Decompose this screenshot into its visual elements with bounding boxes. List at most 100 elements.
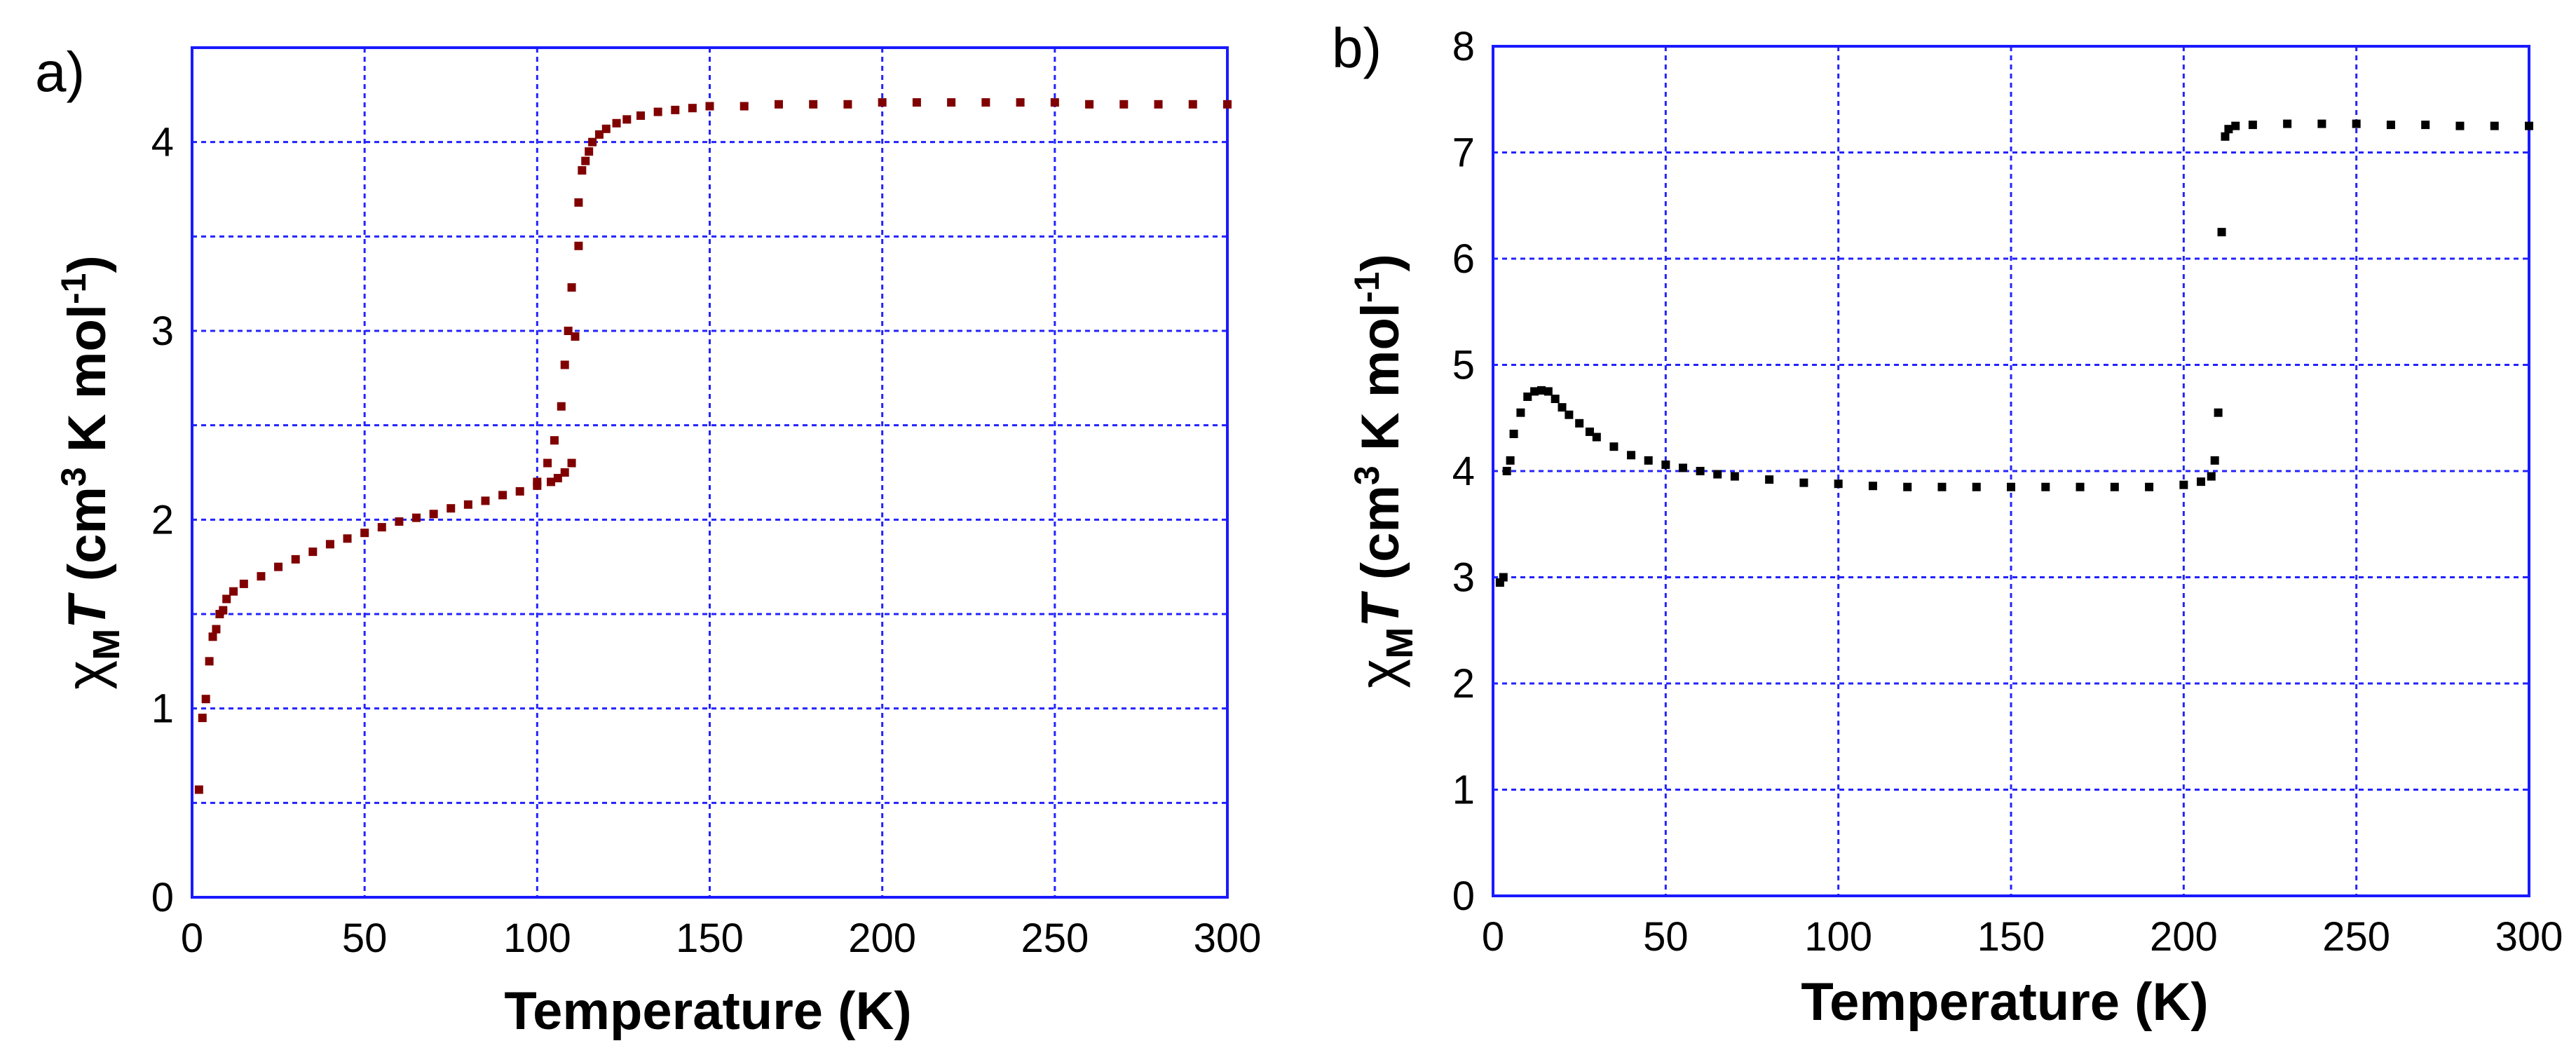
data-point xyxy=(574,198,583,207)
y-title-subscript-m: M xyxy=(1379,627,1421,659)
data-point xyxy=(257,572,266,581)
data-point xyxy=(1937,482,1947,491)
data-point xyxy=(1972,482,1981,491)
data-point xyxy=(543,458,552,468)
data-point xyxy=(2179,480,2188,489)
data-point xyxy=(1696,467,1705,475)
data-point xyxy=(564,327,573,335)
data-point xyxy=(2317,119,2326,128)
y-tick-label: 6 xyxy=(1452,236,1475,282)
data-point xyxy=(1516,408,1525,417)
data-point xyxy=(1565,410,1574,419)
y-title-superscript-3: 3 xyxy=(1347,465,1386,485)
data-point xyxy=(1085,100,1094,109)
data-point xyxy=(212,625,221,634)
data-point xyxy=(981,98,990,107)
y-title-chi: χ xyxy=(1348,659,1410,688)
data-point xyxy=(601,124,611,133)
x-tick-label: 250 xyxy=(1021,915,1089,961)
data-point xyxy=(481,496,490,505)
y-title-unit-kmol: K mol xyxy=(1351,303,1410,465)
data-point xyxy=(2224,125,2233,134)
panel-a-plot-frame xyxy=(191,46,1229,899)
y-title-chi: χ xyxy=(55,660,117,690)
data-point xyxy=(1050,98,1059,107)
data-point xyxy=(194,785,203,794)
panel-a-grid xyxy=(192,48,1227,897)
data-point xyxy=(395,517,404,526)
data-point xyxy=(229,587,238,596)
data-point xyxy=(1154,100,1163,109)
data-point xyxy=(2207,472,2216,481)
data-point xyxy=(588,137,597,147)
y-tick-label: 2 xyxy=(1452,661,1475,707)
data-point xyxy=(2076,482,2085,491)
panel-a-label: a) xyxy=(35,41,85,103)
data-point xyxy=(622,115,632,124)
data-point xyxy=(205,657,214,666)
data-point xyxy=(581,156,590,165)
data-point xyxy=(1536,386,1546,395)
data-point xyxy=(2196,477,2205,486)
x-tick-label: 100 xyxy=(503,915,571,961)
data-point xyxy=(809,100,818,109)
panel-b-x-tick-labels: 0 50 100 150 200 250 300 xyxy=(1482,914,2563,960)
data-point xyxy=(533,477,542,486)
data-point xyxy=(325,540,334,549)
y-tick-label: 4 xyxy=(1452,449,1475,494)
data-point xyxy=(1730,472,1739,481)
data-point xyxy=(1765,475,1774,484)
panel-b-data-points xyxy=(1495,119,2533,587)
data-point xyxy=(360,529,369,538)
data-point xyxy=(1903,482,1912,491)
data-point xyxy=(498,491,507,500)
data-point xyxy=(705,102,714,111)
data-point xyxy=(578,166,587,175)
y-tick-label: 1 xyxy=(151,686,174,732)
data-point xyxy=(1713,470,1722,479)
data-point xyxy=(219,606,228,615)
x-tick-label: 50 xyxy=(1643,914,1689,960)
data-point xyxy=(774,100,783,109)
panel-a-y-axis-title: χMT (cm3 K mol-1) xyxy=(54,255,128,690)
data-point xyxy=(567,458,576,468)
data-point xyxy=(239,579,248,588)
data-point xyxy=(1868,482,1877,491)
data-point xyxy=(1678,463,1687,472)
x-tick-label: 250 xyxy=(2322,914,2390,960)
panel-a-data-points xyxy=(194,98,1232,794)
y-title-superscript-minus1: -1 xyxy=(1347,272,1386,303)
data-point xyxy=(547,477,556,486)
data-point xyxy=(1585,427,1594,436)
data-point xyxy=(222,594,231,604)
data-point xyxy=(463,500,472,509)
data-point xyxy=(1592,433,1601,442)
data-point xyxy=(571,332,580,341)
data-point xyxy=(2231,121,2240,130)
data-point xyxy=(2283,119,2292,128)
data-point xyxy=(560,468,569,477)
y-tick-label: 3 xyxy=(151,308,174,354)
y-title-unit-kmol: K mol xyxy=(57,304,117,467)
data-point xyxy=(636,111,646,120)
panel-b: b) 0 1 2 3 4 5 6 7 8 0 50 100 150 200 250 300 Temperat… xyxy=(1332,17,2563,1032)
data-point xyxy=(843,100,852,109)
x-tick-label: 100 xyxy=(1804,914,1872,960)
panel-b-label: b) xyxy=(1332,17,1382,79)
data-point xyxy=(429,510,438,519)
panel-b-plot-frame xyxy=(1492,45,2530,897)
data-point xyxy=(1119,100,1129,109)
panel-a-x-axis-title: Temperature (K) xyxy=(504,981,911,1041)
panel-a: a) 0 1 2 3 4 0 50 100 150 200 250 300 Temperature … xyxy=(35,41,1261,1041)
data-point xyxy=(2352,119,2361,128)
data-point xyxy=(1543,387,1553,396)
data-point xyxy=(585,147,594,156)
data-point xyxy=(567,283,576,292)
y-title-t: T xyxy=(57,592,117,629)
y-title-subscript-m: M xyxy=(86,629,128,660)
y-tick-label: 0 xyxy=(151,875,174,920)
data-point xyxy=(550,436,559,445)
data-point xyxy=(1558,403,1567,412)
data-point xyxy=(1834,479,1843,489)
data-point xyxy=(1644,456,1653,465)
